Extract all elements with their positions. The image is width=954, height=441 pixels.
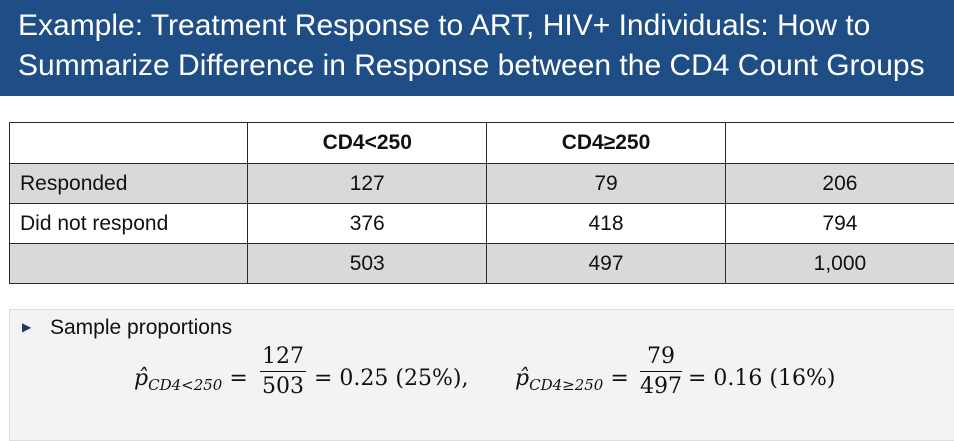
table-row: 503 497 1,000 — [10, 244, 954, 284]
table-cell: 79 — [487, 164, 726, 204]
fraction-denominator: 503 — [260, 372, 306, 399]
table-cell: 418 — [487, 204, 726, 244]
table-cell: 503 — [248, 244, 487, 284]
fraction-denominator: 497 — [640, 372, 682, 399]
table-cell: 794 — [725, 204, 954, 244]
table-header-cell — [10, 123, 248, 164]
fraction-cd4-lt-250: 127 503 — [260, 344, 306, 399]
table-cell: 376 — [248, 204, 487, 244]
table-header-cell: CD4≥250 — [487, 123, 726, 164]
table-cell: 1,000 — [725, 244, 954, 284]
sample-proportions-label: Sample proportions — [50, 316, 232, 340]
fraction-cd4-ge-250: 79 497 — [640, 344, 682, 399]
p-hat-cd4-lt-250: p̂CD4<250 = — [134, 366, 248, 391]
table-header-cell: CD4<250 — [248, 123, 487, 164]
fraction-numerator: 79 — [640, 344, 682, 372]
p-hat-subscript: CD4<250 — [148, 376, 222, 394]
response-table: CD4<250 CD4≥250 Responded 127 79 206 Did… — [9, 122, 954, 284]
row-label: Responded — [10, 164, 248, 204]
bullet-triangle-icon: ▶ — [22, 320, 31, 334]
row-label — [10, 244, 248, 284]
slide-title-bar: Example: Treatment Response to ART, HIV+… — [0, 0, 954, 96]
p-hat-symbol: p̂ — [515, 366, 529, 391]
table-row: Did not respond 376 418 794 — [10, 204, 954, 244]
table-cell: 497 — [487, 244, 726, 284]
proportion-result-1: = 0.25 (25%), — [314, 366, 468, 391]
sample-proportions-panel: ▶ Sample proportions p̂CD4<250 = 127 503… — [9, 309, 954, 441]
table-row: Responded 127 79 206 — [10, 164, 954, 204]
p-hat-symbol: p̂ — [134, 366, 148, 391]
slide-title-line-1: Example: Treatment Response to ART, HIV+… — [18, 8, 870, 44]
slide-title-line-2: Summarize Difference in Response between… — [18, 48, 925, 84]
fraction-numerator: 127 — [260, 344, 306, 372]
proportion-result-2: = 0.16 (16%) — [688, 366, 835, 391]
table-header-cell — [725, 123, 954, 164]
table-cell: 127 — [248, 164, 487, 204]
p-hat-subscript: CD4≥250 — [529, 376, 603, 394]
row-label: Did not respond — [10, 204, 248, 244]
table-header-row: CD4<250 CD4≥250 — [10, 123, 954, 164]
table-cell: 206 — [725, 164, 954, 204]
p-hat-cd4-ge-250: p̂CD4≥250 = — [515, 366, 629, 391]
